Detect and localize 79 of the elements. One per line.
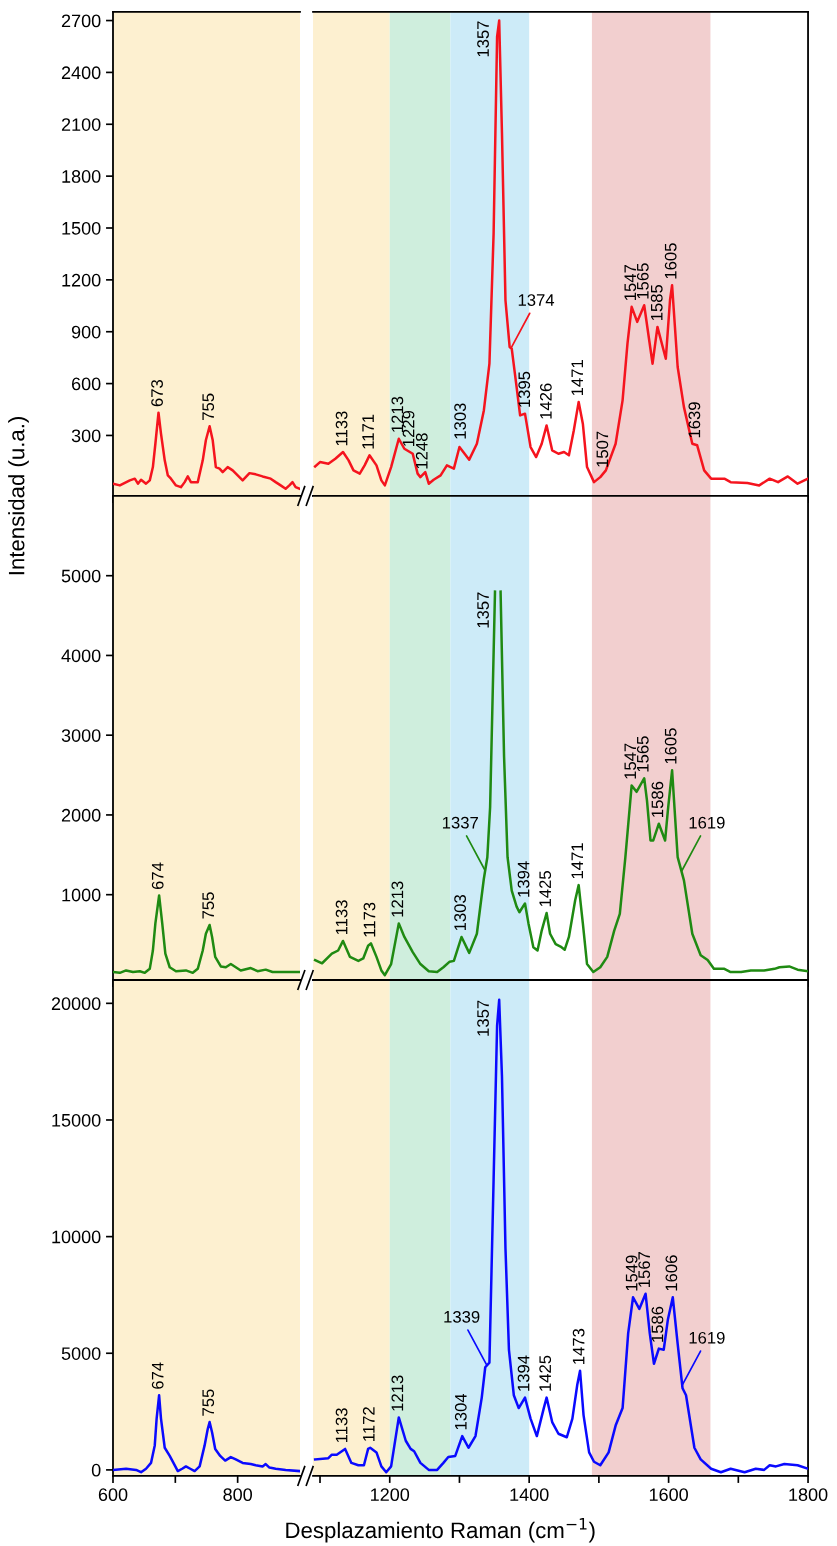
y-tick-label: 0 [91,1463,101,1477]
annotation: 1547 [624,743,637,779]
x-tick-label: 1200 [371,1488,410,1502]
y-tick-label: 900 [71,325,101,339]
x-tick-label: 800 [223,1488,253,1502]
annotation: 1357 [477,21,489,57]
y-tick-label: 15000 [52,1113,101,1127]
annotation: 1639 [688,402,701,438]
y-tick-label: 5000 [61,569,101,583]
annotation: 1337 [442,816,478,829]
annotation: 1619 [689,816,725,829]
y-tick-label: 2000 [61,808,101,822]
annotation: 1213 [391,396,404,432]
annotation: 1471 [571,843,583,879]
annotation: 1229 [402,410,415,446]
annotation: 1426 [539,383,552,419]
annotation: 1172 [362,1407,375,1441]
y-tick-label: 1800 [62,170,101,183]
annotation: 1303 [454,895,467,931]
annotation: 1565 [636,736,649,772]
annotation: 674 [151,1362,164,1389]
annotation: 1605 [664,728,677,764]
x-tick-label: 1400 [510,1488,549,1502]
annotation: 1586 [651,781,664,817]
x-tick-label: 1800 [789,1488,828,1502]
annotation: 1173 [363,902,376,937]
line-series [112,894,300,975]
annotation: 1586 [651,1306,664,1342]
annotation: 1394 [517,1355,530,1391]
y-tick-label: 3000 [61,729,101,742]
annotation: 673 [151,380,163,407]
y-tick-label: 600 [71,377,101,391]
x-tick-label: 1600 [649,1488,688,1502]
annotation: 1507 [596,431,609,467]
annotation: 1425 [539,871,552,907]
annotation: 674 [151,862,164,890]
annotation: 1213 [391,881,404,917]
annotation: 1547 [624,265,637,300]
annotation: 1133 [335,1408,348,1443]
annotation: 1171 [362,414,374,449]
annotation: 1605 [664,243,677,279]
annotation: 1549 [625,1255,638,1291]
annotation: 1565 [636,263,649,299]
annotation: 1357 [477,592,489,628]
annotation: 1619 [689,1331,725,1344]
annotation: 1473 [572,1328,585,1364]
y-tick-label: 10000 [52,1230,101,1244]
annotation: 1394 [517,861,530,897]
y-tick-label: 1500 [62,221,101,235]
annotation: 1425 [539,1355,552,1391]
annotation: 1585 [650,284,663,321]
y-tick-label: 5000 [61,1347,101,1360]
annotation: 1133 [335,411,348,446]
y-axis-title: Intensidad (u.a.) [8,417,29,575]
annotation: 1357 [477,1000,489,1036]
annotation: 1567 [638,1251,651,1287]
y-tick-label: 1200 [62,273,101,287]
annotation: 1339 [444,1310,480,1323]
y-tick-label: 2100 [61,118,101,131]
y-tick-label: 300 [71,429,101,443]
annotation: 1213 [391,1375,404,1411]
annotation: 1471 [571,360,583,396]
annotation: 1606 [665,1255,678,1291]
annotation: 1133 [335,900,348,935]
annotation: 755 [202,892,215,919]
annotation: 1374 [518,294,555,306]
annotation: 755 [202,393,215,420]
annotation: 1304 [454,1393,467,1430]
y-tick-label: 20000 [51,997,101,1011]
y-tick-label: 2700 [61,14,101,28]
annotation: 1248 [415,433,428,469]
annotation: 1395 [518,371,531,407]
x-axis-title: Desplazamiento Raman (cm$^{−1}$) [286,1518,595,1543]
y-tick-label: 4000 [61,649,101,663]
annotation: 1303 [454,403,467,439]
y-tick-label: 1000 [62,888,101,902]
y-tick-label: 2400 [61,66,101,80]
x-tick-label: 600 [98,1488,128,1502]
annotation: 755 [202,1389,215,1416]
